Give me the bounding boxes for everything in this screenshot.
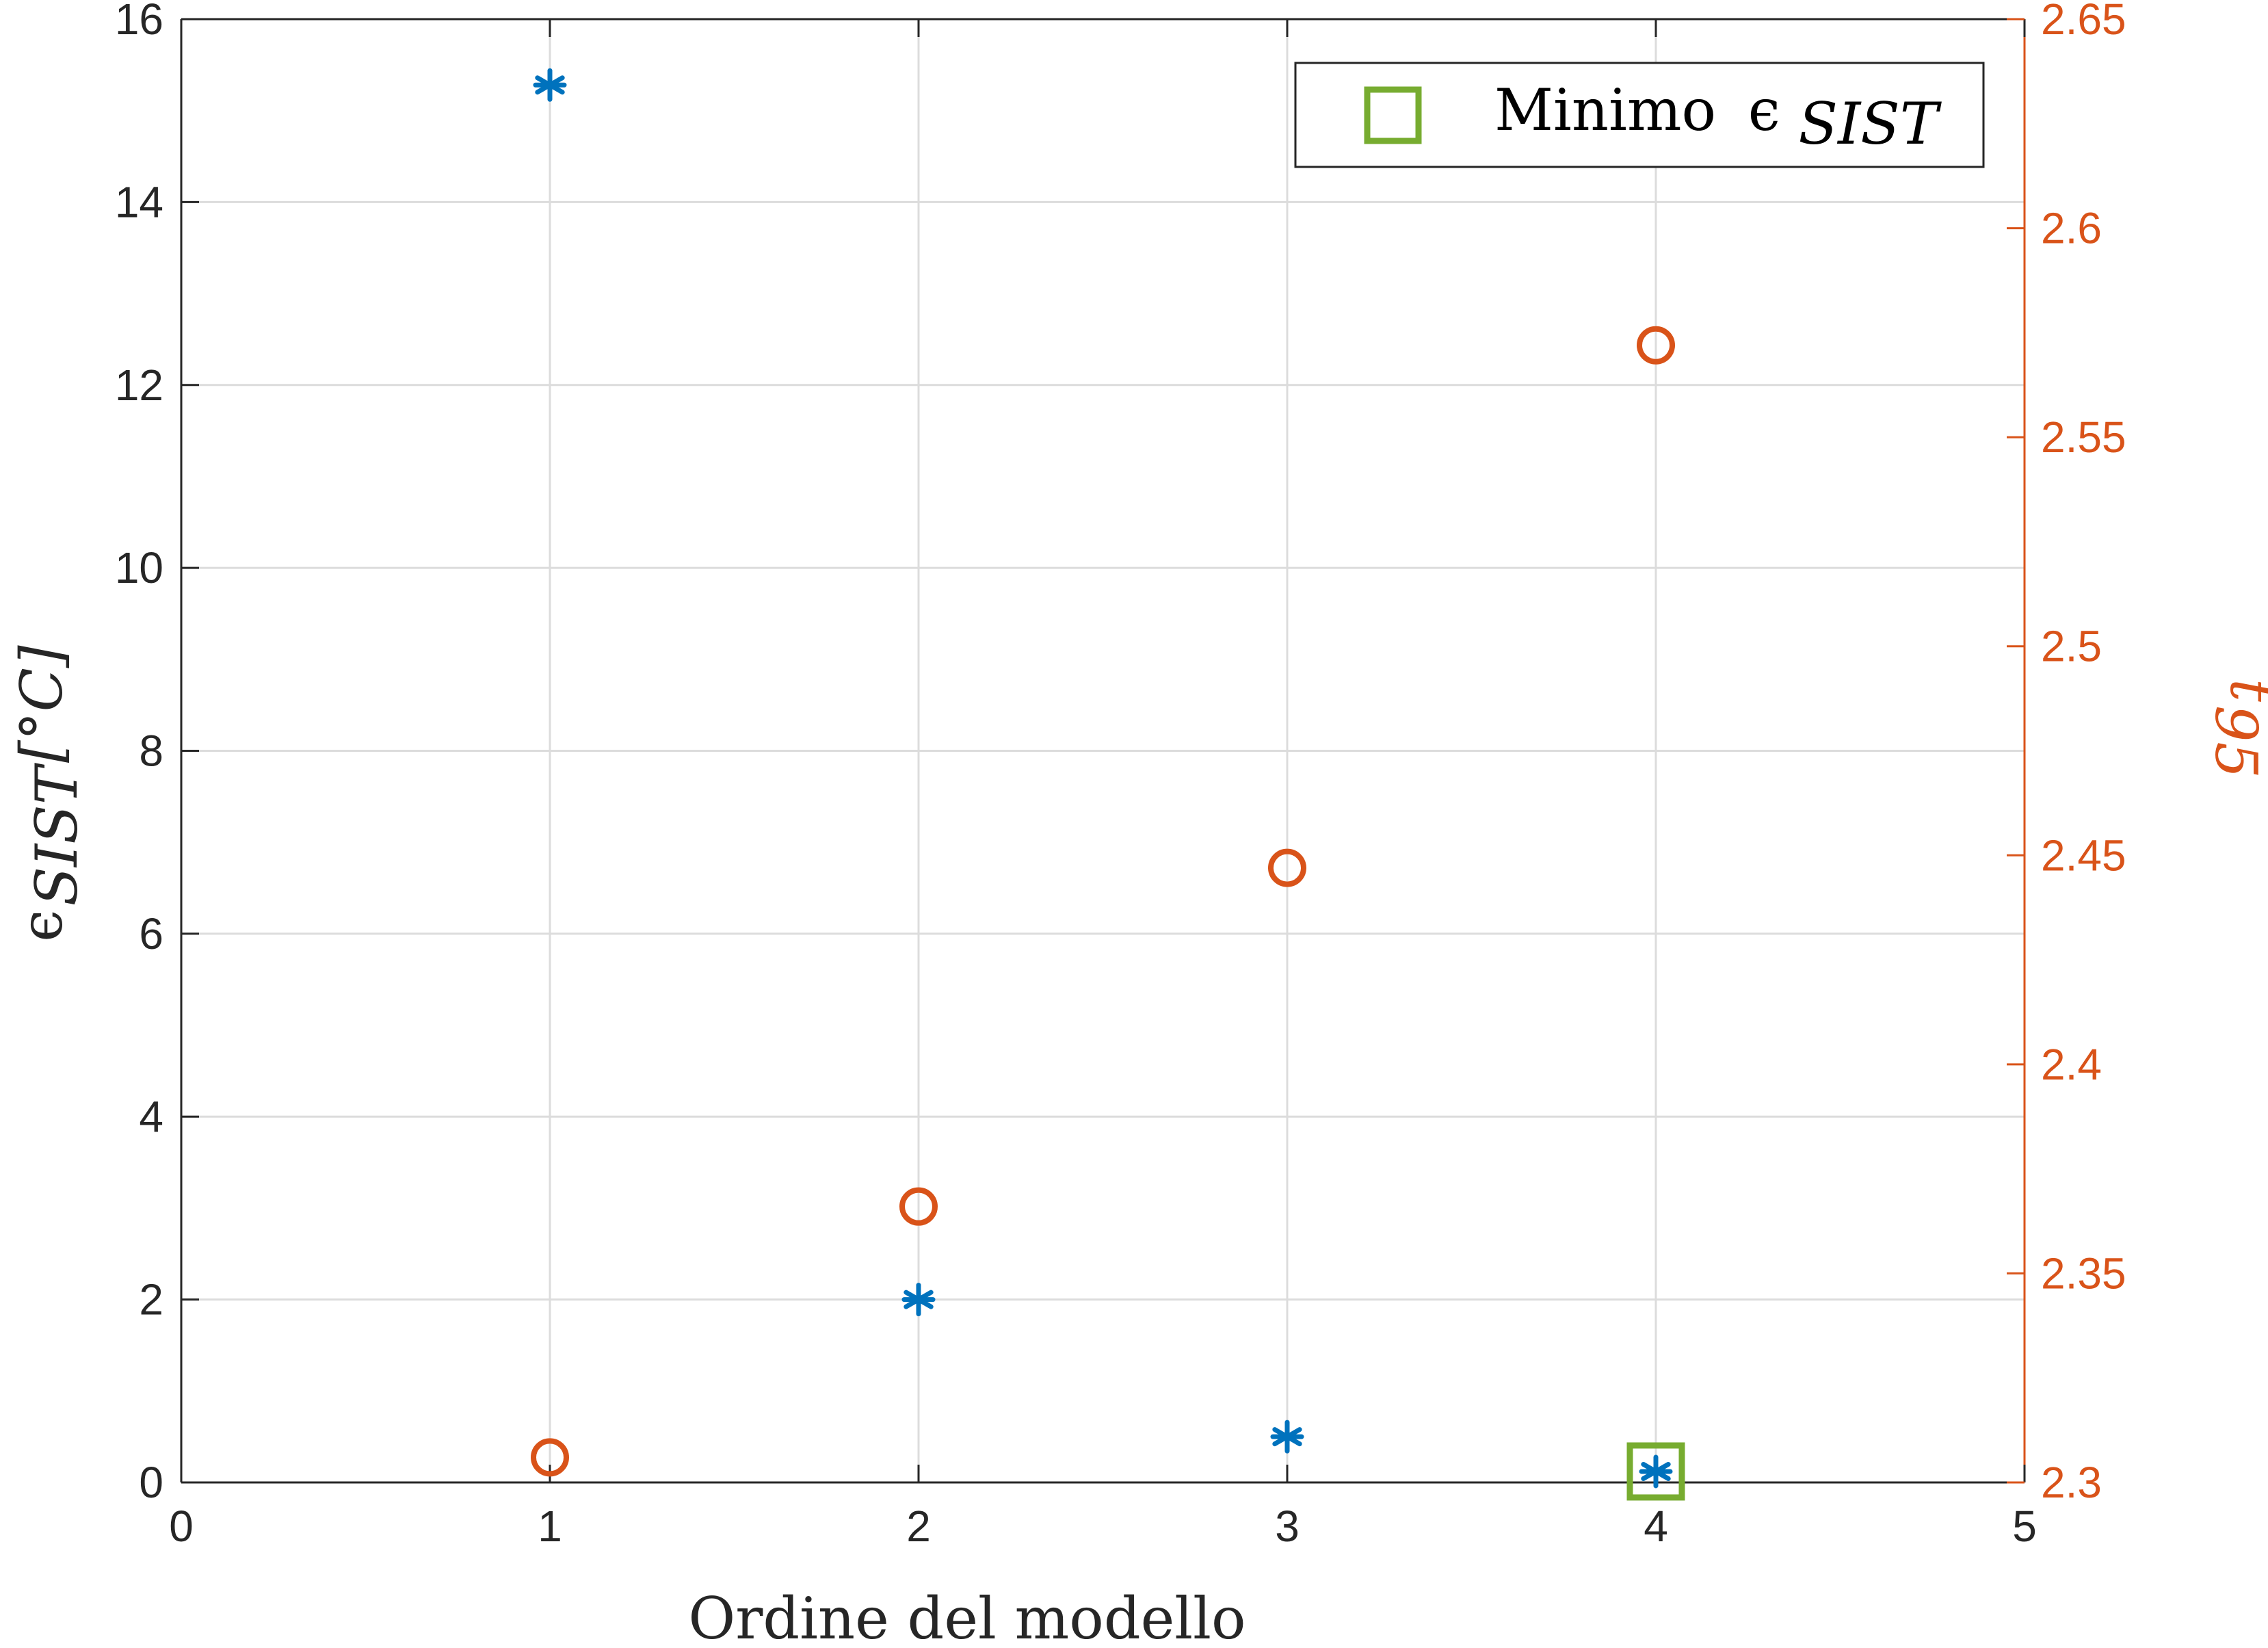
x-axis: 0 1 2 3 4 5: [169, 19, 2037, 1551]
data-point-square: [1626, 1442, 1685, 1501]
y-left-tick-label: 12: [115, 361, 163, 410]
plot-frame: [180, 18, 2026, 1484]
y-right-tick-label: 2.55: [2041, 413, 2126, 462]
data-point-circle: [1268, 848, 1306, 887]
y-right-symbol: t: [2217, 679, 2268, 702]
grid: [181, 19, 2025, 1482]
y-left-tick-label: 0: [139, 1458, 163, 1507]
y-left-tick-label: 2: [139, 1275, 163, 1324]
y-right-tick-label: 2.45: [2041, 830, 2126, 880]
x-axis-label: Ordine del modello: [688, 1585, 1245, 1648]
data-marks: [531, 68, 1685, 1501]
y-left-subscript: SIST: [23, 762, 90, 906]
data-point-circle: [1637, 326, 1675, 365]
y-right-subscript: 95: [2202, 705, 2268, 779]
y-right-tick-label: 2.6: [2041, 204, 2102, 253]
data-point-circle: [899, 1187, 938, 1226]
x-tick-label: 4: [1644, 1502, 1668, 1551]
y-right-tick-label: 2.35: [2041, 1248, 2126, 1298]
y-left-tick-label: 6: [139, 909, 163, 958]
y-right-tick-label: 2.3: [2041, 1458, 2102, 1507]
data-point-asterisk: [901, 1283, 936, 1317]
x-tick-label: 3: [1275, 1502, 1300, 1551]
legend-box: [1294, 62, 1985, 168]
y-left-unit: [°C]: [8, 645, 75, 763]
data-point-asterisk: [533, 68, 567, 102]
data-point-asterisk: [1270, 1420, 1304, 1454]
y-right-tick-label: 2.65: [2041, 0, 2126, 44]
legend-label-text: Minimo: [1494, 77, 1716, 144]
x-tick-label: 5: [2012, 1502, 2037, 1551]
y-left-tick-label: 14: [115, 177, 163, 226]
y-right-tick-label: 2.5: [2041, 622, 2102, 671]
x-tick-label: 2: [906, 1502, 931, 1551]
y-axis-left-label: ϵ SIST [°C]: [8, 645, 90, 942]
y-left-tick-label: 10: [115, 543, 163, 592]
x-tick-label: 1: [538, 1502, 562, 1551]
y-axis-right-label: t 95: [2202, 679, 2268, 779]
legend-label: Minimo ϵ SIST: [1494, 77, 1942, 157]
y-right-tick-label: 2.4: [2041, 1040, 2102, 1089]
y-left-symbol: ϵ: [8, 910, 75, 942]
data-point-asterisk: [1639, 1454, 1673, 1489]
y-axis-right: 2.3 2.35 2.4 2.45 2.5 2.55 2.6 2.65: [2007, 0, 2126, 1507]
data-point-circle: [531, 1438, 569, 1477]
y-left-tick-label: 8: [139, 727, 163, 776]
legend-symbol: ϵ: [1748, 77, 1780, 144]
y-left-tick-label: 4: [139, 1092, 163, 1141]
x-tick-label: 0: [169, 1502, 194, 1551]
y-axis-left: 0 2 4 6 8 10 12 14 16: [115, 0, 199, 1507]
legend-marker-square: [1364, 86, 1422, 144]
y-left-tick-label: 16: [115, 0, 163, 44]
legend-subscript: SIST: [1799, 90, 1942, 157]
legend: Minimo ϵ SIST: [1294, 62, 1985, 168]
